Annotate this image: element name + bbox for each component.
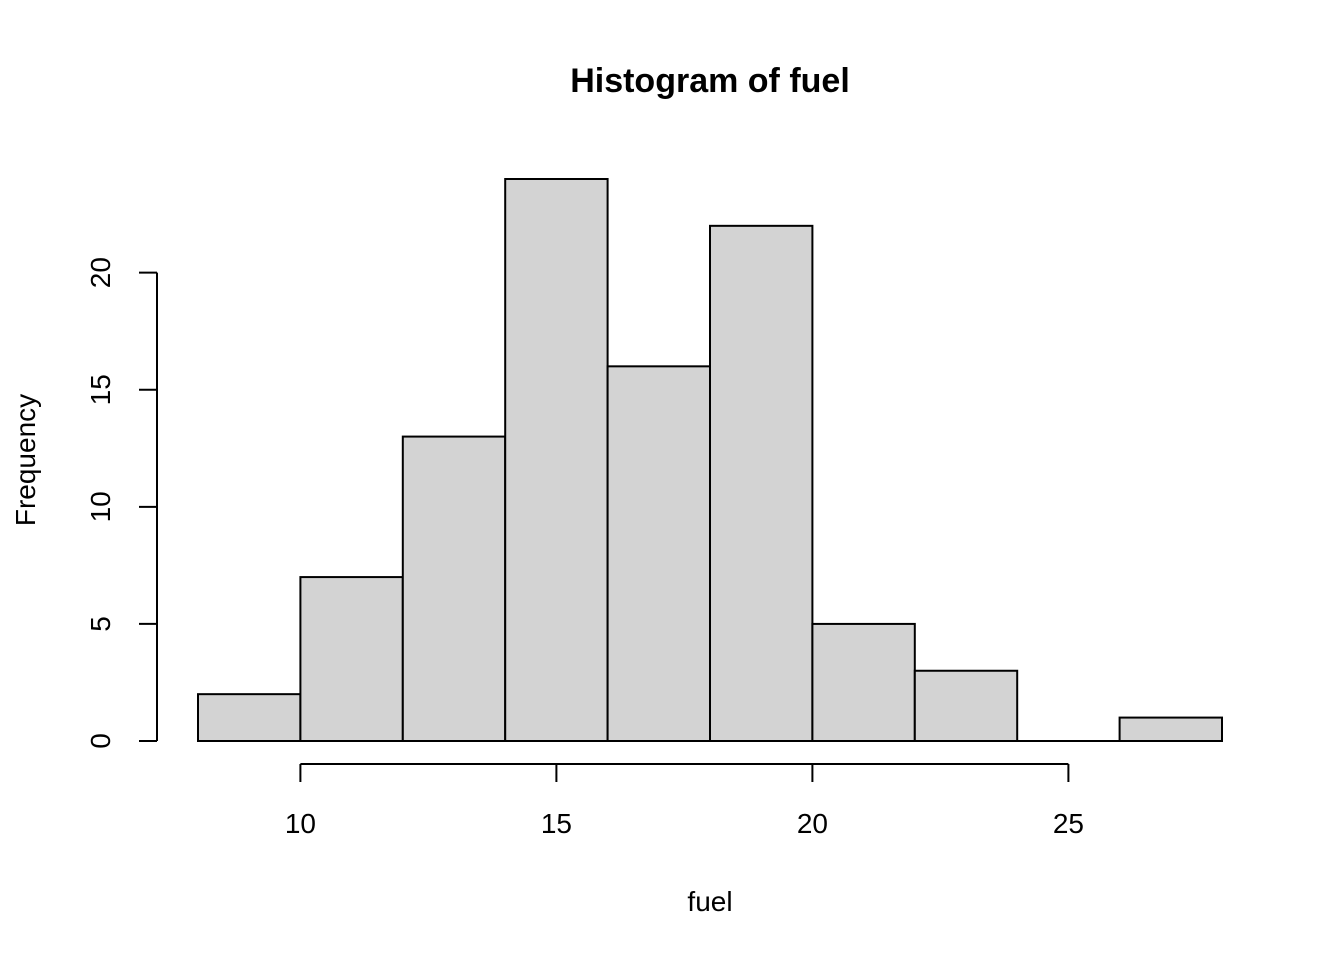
histogram-bar	[299, 576, 404, 742]
histogram-bar	[811, 622, 916, 743]
histogram-bar	[197, 693, 302, 743]
histogram-bar	[709, 224, 814, 743]
histogram-bar	[504, 178, 609, 742]
histogram-bar	[401, 435, 507, 742]
histogram-bar	[1118, 716, 1223, 742]
y-tick-label: 15	[85, 374, 116, 405]
x-axis: 10 15 20 25	[285, 763, 1084, 839]
x-tick-label: 25	[1053, 808, 1084, 839]
histogram-bar	[913, 669, 1019, 742]
x-tick-label: 20	[797, 808, 828, 839]
y-tick-label: 5	[85, 616, 116, 632]
x-axis-label: fuel	[687, 886, 732, 917]
chart-title: Histogram of fuel	[570, 62, 850, 100]
y-tick-label: 20	[85, 257, 116, 288]
y-axis: 0 5 10 15 20	[85, 257, 158, 749]
y-tick-label: 0	[85, 733, 116, 749]
histogram-bar	[606, 365, 711, 742]
x-tick-label: 10	[285, 808, 316, 839]
x-tick-label: 15	[541, 808, 572, 839]
y-axis-label: Frequency	[10, 394, 41, 526]
bars-group	[197, 178, 1223, 743]
y-tick-label: 10	[85, 491, 116, 522]
